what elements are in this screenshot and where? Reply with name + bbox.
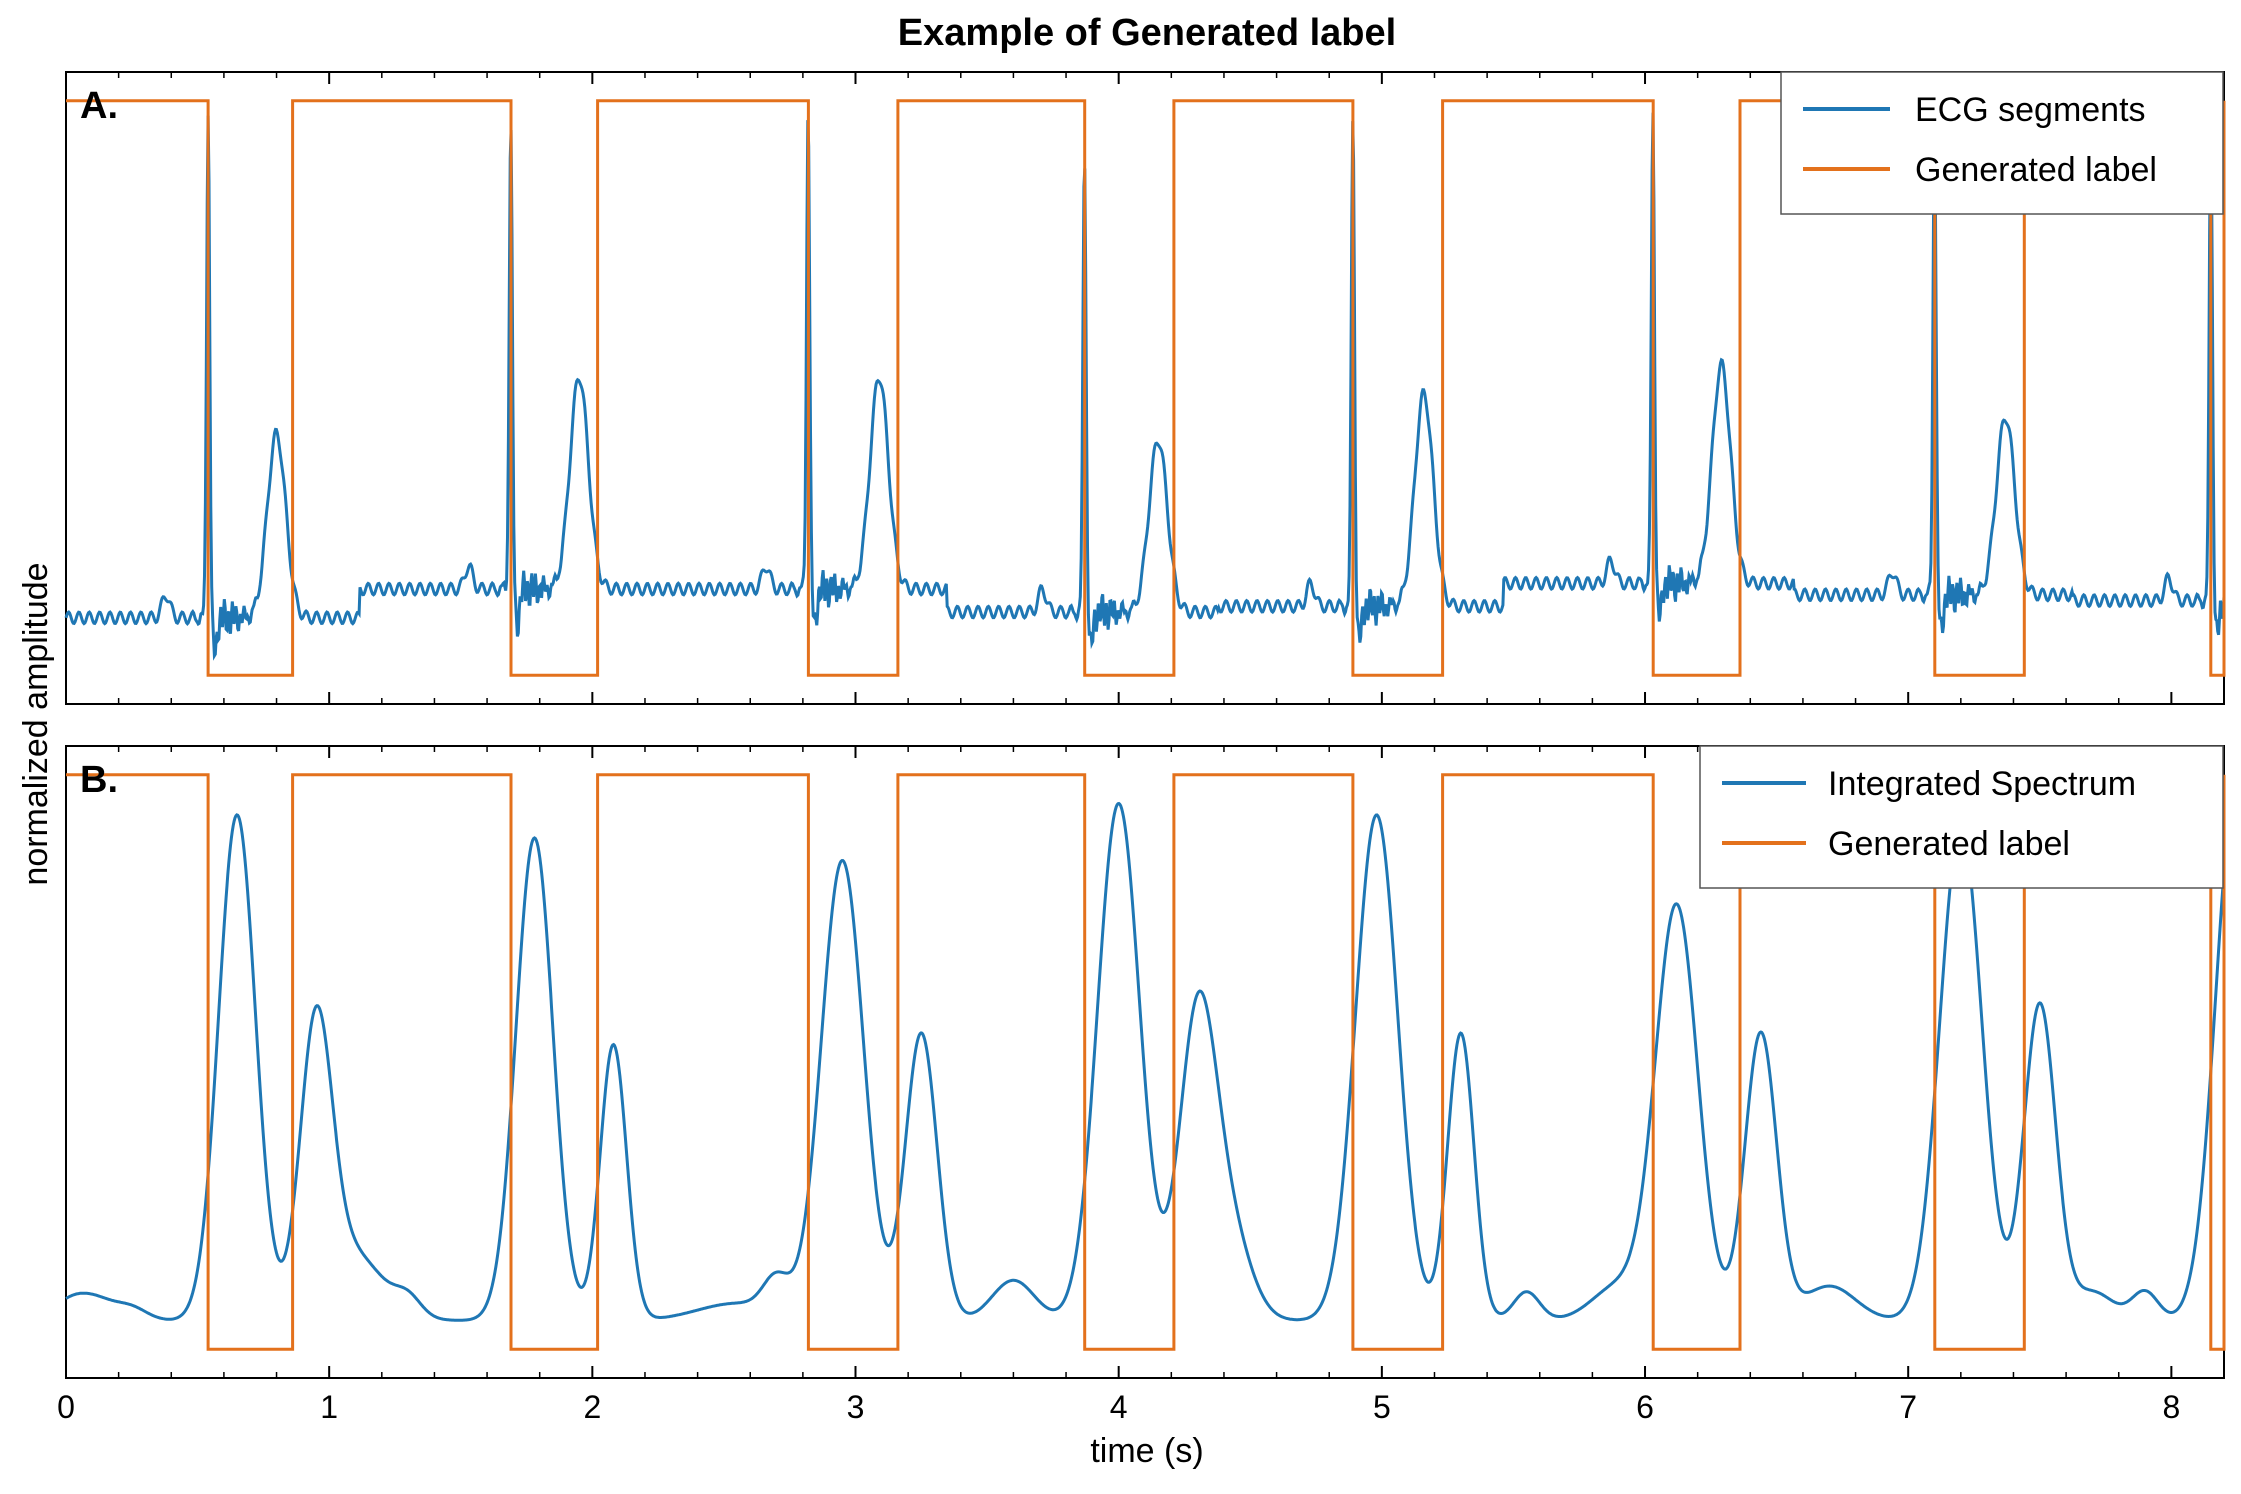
ecg-segments-line (64, 112, 2226, 661)
figure-title: Example of Generated label (898, 12, 1396, 54)
y-axis-label: normalized amplitude (17, 562, 55, 885)
x-tick-label: 7 (1899, 1389, 1917, 1425)
x-tick-label: 2 (583, 1389, 601, 1425)
panel-a-legend: ECG segments Generated label (1780, 71, 2224, 215)
x-tick-label: 3 (847, 1389, 865, 1425)
x-tick-label: 5 (1373, 1389, 1391, 1425)
legend-entry-label: Generated label (1828, 825, 2070, 863)
x-tick-label: 8 (2162, 1389, 2180, 1425)
panel-b-label: B. (80, 759, 118, 801)
legend-entry-ecg: ECG segments (1915, 91, 2146, 129)
x-tick-label: 6 (1636, 1389, 1654, 1425)
legend-entry-label: Generated label (1915, 151, 2157, 189)
panel-a-label: A. (80, 85, 118, 127)
panel-b-legend: Integrated Spectrum Generated label (1699, 745, 2224, 889)
panel-b: 0 1 2 3 4 5 6 7 8 B. Integrated Spectrum Generat… (57, 745, 2226, 1425)
legend-entry-spectrum: Integrated Spectrum (1828, 765, 2136, 803)
panel-b-ticks: 0 1 2 3 4 5 6 7 8 (57, 746, 2180, 1425)
x-tick-label: 1 (320, 1389, 338, 1425)
legend-box (1699, 745, 2224, 889)
panel-a: A. ECG segments Generated label (64, 71, 2226, 705)
integrated-spectrum-line (65, 801, 2226, 1322)
x-axis-label: time (s) (1090, 1432, 1203, 1470)
x-tick-label: 4 (1110, 1389, 1128, 1425)
legend-box (1780, 71, 2224, 215)
x-tick-label: 0 (57, 1389, 75, 1425)
